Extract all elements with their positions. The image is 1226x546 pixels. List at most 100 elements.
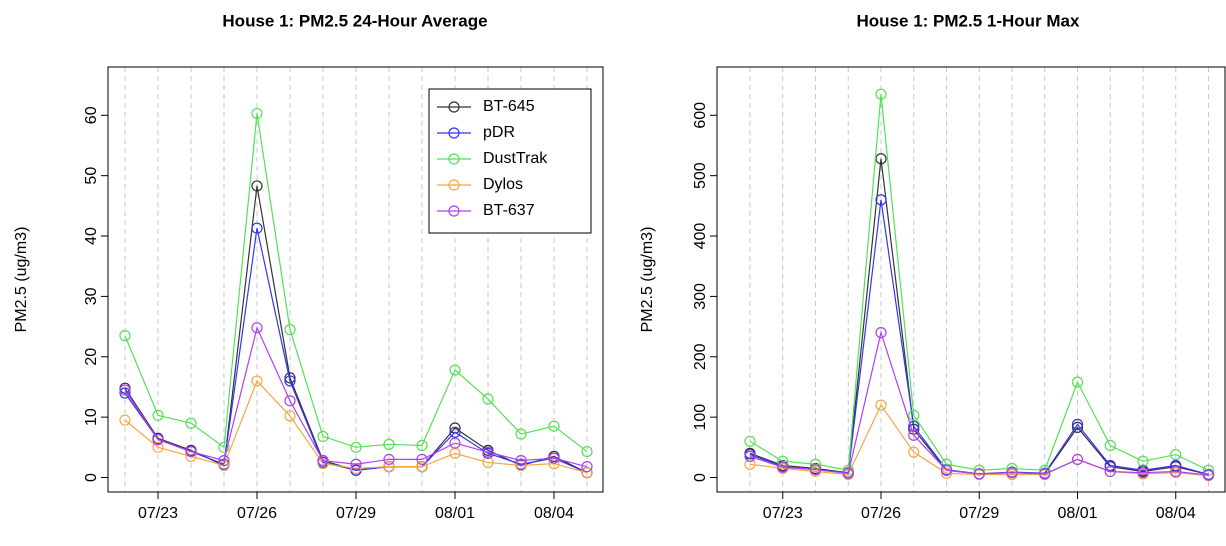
- legend-marker: [448, 179, 460, 191]
- data-point: [515, 455, 527, 467]
- data-point: [152, 409, 164, 421]
- data-point: [1104, 465, 1116, 478]
- data-point: [940, 464, 953, 476]
- legend-box: [428, 88, 592, 234]
- x-tick-label: 08/01: [1057, 505, 1097, 522]
- data-point: [1202, 469, 1215, 481]
- data-point: [581, 445, 593, 458]
- data-point: [875, 153, 887, 165]
- data-point: [908, 409, 920, 421]
- data-point: [350, 458, 362, 470]
- data-point: [284, 324, 296, 336]
- data-point: [875, 88, 887, 100]
- data-point: [383, 461, 395, 473]
- y-tick-label: 0: [692, 473, 709, 482]
- data-point: [383, 438, 395, 450]
- data-point: [284, 372, 296, 384]
- x-tick-label: 07/29: [336, 505, 376, 522]
- x-tick-label: 07/29: [959, 505, 999, 522]
- data-point: [449, 437, 461, 449]
- y-axis-label: PM2.5 (ug/m3): [13, 227, 30, 333]
- data-point: [1071, 421, 1084, 434]
- data-point: [548, 420, 560, 432]
- data-point: [317, 458, 329, 470]
- data-point: [875, 327, 887, 339]
- data-point: [842, 467, 854, 479]
- x-tick-label: 07/23: [138, 505, 178, 522]
- x-tick-label: 07/23: [763, 505, 803, 522]
- data-point: [251, 107, 263, 120]
- data-point: [1071, 453, 1084, 466]
- x-tick-label: 08/04: [534, 505, 574, 522]
- data-point: [548, 452, 560, 464]
- y-axis-label: PM2.5 (ug/m3): [639, 227, 656, 333]
- data-point: [1006, 467, 1018, 479]
- data-point: [875, 194, 887, 206]
- data-point: [1170, 465, 1182, 478]
- series-line: [124, 379, 588, 474]
- data-point: [449, 364, 461, 376]
- data-point: [119, 384, 131, 396]
- data-point: [875, 399, 887, 411]
- y-tick-label: 600: [692, 102, 709, 129]
- y-tick-label: 0: [83, 473, 100, 482]
- series-line: [124, 228, 588, 474]
- data-point: [515, 428, 527, 440]
- data-point: [973, 468, 985, 480]
- data-point: [251, 322, 263, 334]
- data-point: [1104, 459, 1116, 472]
- x-tick-label: 07/26: [237, 505, 277, 522]
- chart-title: House 1: PM2.5 1-Hour Max: [857, 11, 1080, 30]
- data-point: [809, 464, 822, 476]
- x-tick-label: 08/01: [435, 505, 475, 522]
- data-point: [908, 446, 920, 458]
- data-point: [908, 420, 920, 432]
- y-tick-label: 20: [83, 348, 100, 366]
- data-point: [152, 441, 164, 453]
- data-point: [1071, 376, 1084, 388]
- data-point: [777, 461, 789, 473]
- data-point: [284, 375, 296, 387]
- y-tick-label: 30: [83, 287, 100, 305]
- data-point: [284, 395, 296, 407]
- data-point: [482, 446, 494, 458]
- data-point: [1039, 468, 1051, 480]
- data-point: [842, 464, 854, 476]
- series-line: [124, 325, 588, 468]
- data-point: [744, 435, 756, 447]
- y-tick-label: 300: [692, 283, 709, 310]
- legend-label: pDR: [483, 124, 515, 141]
- data-point: [185, 445, 197, 458]
- data-point: [1170, 448, 1182, 461]
- data-point: [940, 467, 953, 479]
- data-point: [416, 439, 428, 452]
- legend-marker: [448, 127, 460, 139]
- y-tick-label: 40: [83, 227, 100, 245]
- data-point: [581, 461, 593, 473]
- x-tick-label: 07/26: [861, 505, 901, 522]
- y-tick-label: 50: [83, 167, 100, 185]
- legend-label: Dylos: [483, 176, 523, 193]
- data-point: [251, 222, 263, 234]
- data-point: [416, 453, 428, 466]
- data-point: [185, 417, 197, 429]
- data-point: [1170, 459, 1182, 472]
- data-point: [317, 455, 329, 467]
- series-line: [749, 330, 1209, 476]
- data-point: [284, 410, 296, 422]
- data-point: [744, 450, 756, 462]
- data-point: [581, 467, 593, 479]
- data-point: [383, 453, 395, 466]
- y-tick-label: 100: [692, 404, 709, 431]
- data-point: [744, 458, 756, 470]
- y-tick-label: 500: [692, 162, 709, 189]
- data-point: [1137, 455, 1149, 467]
- data-point: [218, 455, 230, 467]
- data-point: [119, 387, 131, 399]
- y-tick-label: 400: [692, 223, 709, 250]
- legend-label: BT-645: [483, 98, 535, 115]
- data-point: [1006, 462, 1018, 475]
- data-point: [152, 433, 164, 446]
- series-line: [749, 403, 1209, 477]
